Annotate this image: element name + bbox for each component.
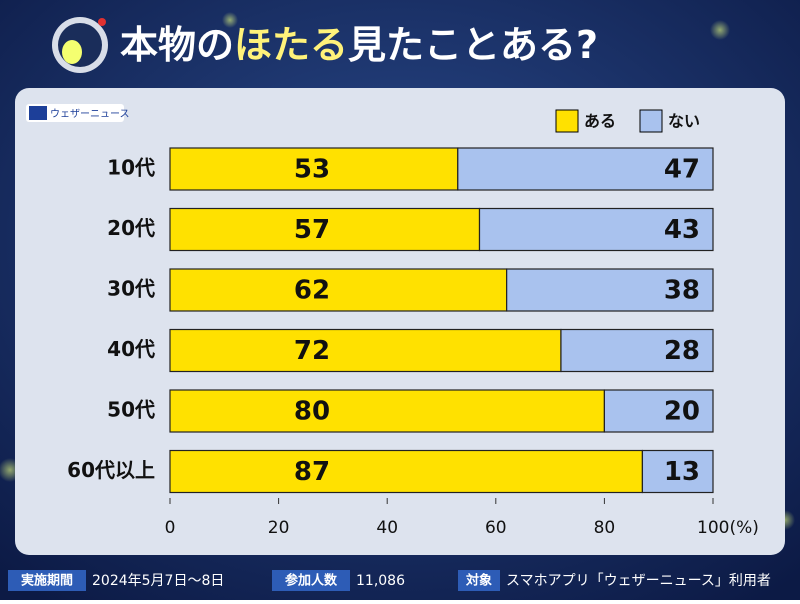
value-label: 72 <box>294 336 330 366</box>
x-tick-label: 80 <box>594 518 616 538</box>
category-label: 30代 <box>107 277 155 301</box>
bar-segment <box>169 389 605 433</box>
legend-label: ある <box>584 112 616 131</box>
firefly-icon <box>52 17 108 73</box>
bar-segment <box>169 268 508 312</box>
title-part: 本物の <box>120 23 234 67</box>
x-tick-label: 60 <box>485 518 507 538</box>
legend-swatch <box>555 109 579 133</box>
category-label: 20代 <box>107 216 155 240</box>
bar-segment <box>506 268 714 312</box>
logo-box <box>26 104 124 122</box>
bar-segment <box>603 389 714 433</box>
value-label: 87 <box>294 457 330 487</box>
footer-label-box <box>458 570 500 591</box>
category-label: 10代 <box>107 156 155 180</box>
bar-segment <box>478 207 714 252</box>
footer-label: 対象 <box>465 573 492 589</box>
x-tick-label: 100(%) <box>697 518 759 538</box>
footer-label-box <box>8 570 86 591</box>
chart-title: 本物のほたる見たことある? <box>120 23 598 67</box>
legend-swatch <box>639 109 663 133</box>
footer-text: 11,086 <box>356 573 405 589</box>
footer-label-box <box>272 570 350 591</box>
value-label: 13 <box>664 457 700 487</box>
value-label: 57 <box>294 215 330 245</box>
source-logo: ウェザーニュース <box>50 108 130 120</box>
legend-label: ない <box>668 112 700 131</box>
value-label: 53 <box>294 155 330 185</box>
category-label: 40代 <box>107 337 155 361</box>
bar-segment <box>457 147 714 191</box>
bar-segment <box>641 449 714 494</box>
value-label: 28 <box>664 336 700 366</box>
footer-text: 2024年5月7日〜8日 <box>92 573 224 589</box>
footer-label: 参加人数 <box>285 573 338 589</box>
title-part: ほたる <box>234 23 348 67</box>
category-label: 50代 <box>107 398 155 422</box>
x-tick-label: 20 <box>268 518 290 538</box>
value-label: 20 <box>664 397 700 427</box>
value-label: 38 <box>664 276 700 306</box>
category-label: 60代以上 <box>67 458 155 482</box>
value-label: 62 <box>294 276 330 306</box>
value-label: 43 <box>664 215 700 245</box>
footer-text: スマホアプリ「ウェザーニュース」利用者 <box>506 573 771 589</box>
bar-segment <box>169 449 644 494</box>
chart-panel <box>15 88 785 555</box>
x-tick-label: 40 <box>376 518 398 538</box>
value-label: 47 <box>664 155 700 185</box>
value-label: 80 <box>294 397 330 427</box>
bar-segment <box>169 328 562 373</box>
logo-mark <box>29 106 47 120</box>
footer-label: 実施期間 <box>21 573 73 589</box>
title-part: 見たことある? <box>348 23 598 67</box>
x-tick-label: 0 <box>165 518 176 538</box>
bar-segment <box>169 147 459 191</box>
bar-segment <box>560 328 714 373</box>
